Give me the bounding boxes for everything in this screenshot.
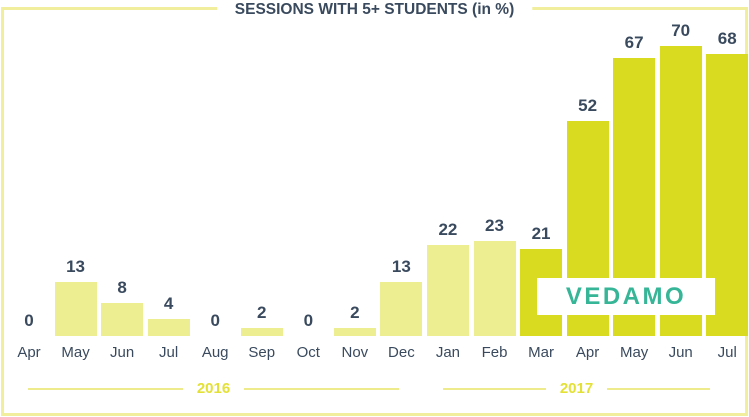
- month-label: Jul: [159, 344, 179, 361]
- value-label: 0: [24, 311, 34, 330]
- month-label: Jun: [110, 344, 135, 361]
- value-label: 2: [257, 303, 267, 322]
- month-label: Sep: [248, 344, 276, 361]
- bar-feb-10: [473, 241, 516, 336]
- month-label: Aug: [201, 344, 229, 361]
- month-label: Dec: [388, 344, 415, 361]
- bar-jul-3: [147, 319, 190, 336]
- year-divider-line: [443, 388, 546, 390]
- bar-jun-2: [101, 303, 144, 336]
- year-group-2016: 2016: [28, 381, 399, 397]
- value-label: 70: [671, 21, 691, 40]
- month-label: May: [61, 344, 90, 361]
- bar-dec-8: [380, 282, 423, 336]
- year-divider-line: [28, 388, 183, 390]
- bar-may-1: [54, 282, 97, 336]
- year-label-2017: 2017: [559, 380, 594, 397]
- value-label: 13: [66, 257, 85, 276]
- month-label: Oct: [296, 344, 320, 361]
- bar-jan-9: [426, 245, 469, 336]
- chart-title: SESSIONS WITH 5+ STUDENTS (in %): [216, 0, 533, 20]
- bar-nov-7: [333, 328, 376, 336]
- bar-sep-5: [240, 328, 283, 336]
- value-label: 4: [163, 294, 174, 313]
- month-label: Apr: [17, 344, 41, 361]
- month-label: Nov: [341, 344, 369, 361]
- month-label: Jan: [435, 344, 461, 361]
- month-label: Apr: [575, 344, 600, 361]
- value-label: 13: [391, 257, 411, 276]
- value-label: 23: [485, 216, 504, 235]
- month-label: Feb: [481, 344, 508, 361]
- value-label: 68: [717, 29, 737, 48]
- month-label: Jun: [668, 344, 693, 361]
- value-label: 0: [303, 311, 314, 330]
- value-label: 52: [578, 96, 598, 115]
- vedamo-logo: VEDAMO: [565, 282, 687, 310]
- value-label: 21: [531, 224, 551, 243]
- value-label: 8: [117, 278, 127, 297]
- value-label: 2: [350, 303, 360, 322]
- year-group-2017: 2017: [443, 381, 710, 397]
- year-divider-line: [244, 388, 399, 390]
- vedamo-watermark: VEDAMO: [537, 278, 715, 315]
- value-label: 0: [210, 311, 220, 330]
- value-label: 67: [624, 33, 644, 52]
- year-divider-line: [607, 388, 710, 390]
- year-label-2016: 2016: [196, 380, 231, 397]
- value-label: 22: [438, 220, 458, 239]
- month-label: Jul: [717, 344, 737, 361]
- month-label: May: [619, 344, 649, 361]
- month-label: Mar: [528, 344, 554, 361]
